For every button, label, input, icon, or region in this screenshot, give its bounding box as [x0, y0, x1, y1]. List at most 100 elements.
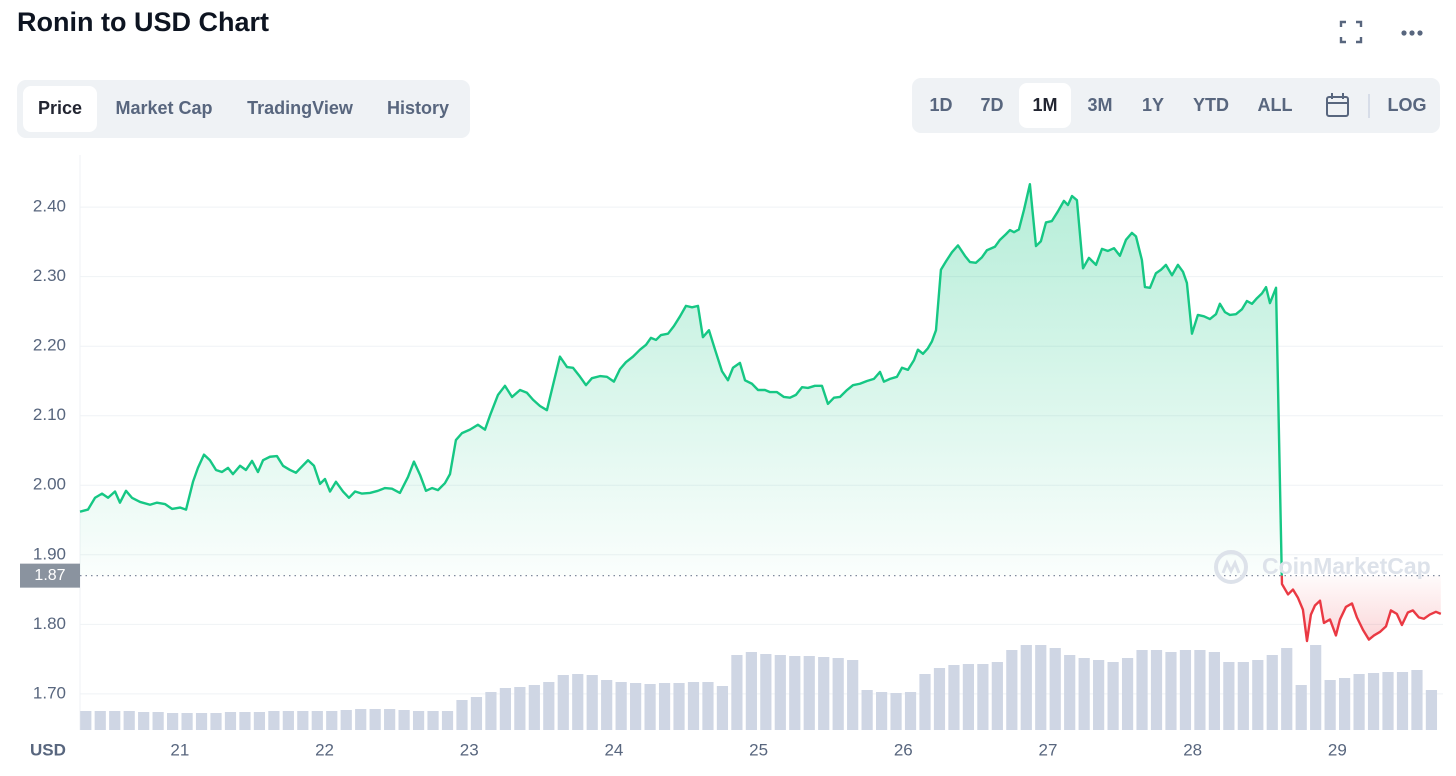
volume-bar [485, 692, 497, 730]
volume-bar [774, 655, 786, 730]
volume-bar [1382, 672, 1394, 730]
range-button[interactable]: 1D [929, 95, 952, 115]
volume-bar [1194, 650, 1206, 730]
volume-bar [731, 655, 743, 730]
x-tick-label: 22 [315, 740, 334, 759]
y-tick-label: 1.90 [33, 544, 66, 563]
chart: 1.70 1.80 1.90 2.00 2.10 2.20 2.30 2.40 21 22 23 24… [20, 183, 1443, 759]
volume-bar [832, 658, 844, 730]
volume-bar [919, 674, 931, 730]
y-tick-label: 2.10 [33, 405, 66, 424]
volume-bar [1324, 680, 1336, 730]
volume-bar [702, 682, 714, 730]
volume-bar [528, 685, 540, 730]
volume-bar [138, 712, 150, 730]
volume-bar [384, 709, 396, 730]
volume-bar [1237, 662, 1249, 730]
volume-bar [890, 693, 902, 730]
volume-bar [1367, 673, 1380, 730]
volume-bar [644, 684, 656, 730]
tabs: Price Market Cap TradingView History [23, 86, 449, 132]
volume-bar [1425, 690, 1438, 730]
range-button[interactable]: 1M [1032, 95, 1057, 115]
volume-bar [1310, 645, 1322, 730]
tab[interactable]: History [387, 98, 449, 118]
volume-bar [601, 680, 613, 730]
volume-bar [673, 683, 685, 730]
tab-bar [17, 80, 470, 138]
volume-bar [210, 713, 222, 730]
log-button[interactable]: LOG [1388, 95, 1427, 115]
tab[interactable]: Market Cap [115, 98, 212, 118]
volume-bar [1064, 655, 1076, 730]
volume-bar [557, 675, 569, 730]
volume-bar [745, 652, 757, 730]
x-tick-label: 27 [1039, 740, 1058, 759]
volume-bar [630, 683, 642, 730]
volume-bar [1035, 645, 1047, 730]
volume-bar [586, 675, 598, 730]
volume-bar [1006, 650, 1018, 730]
y-tick-label: 2.00 [33, 475, 66, 494]
range-button[interactable]: ALL [1258, 95, 1293, 115]
volume-bar [1093, 660, 1105, 730]
volume-bar [499, 688, 511, 730]
volume-bar [1266, 655, 1278, 730]
volume-bar [875, 692, 888, 730]
volume-bar [1179, 650, 1192, 730]
volume-bar [456, 700, 468, 730]
volume-bar [355, 709, 367, 730]
y-tick-label: 1.70 [33, 683, 66, 702]
volume-bar [1339, 678, 1351, 730]
volume-bar [224, 712, 237, 730]
range-button[interactable]: 7D [980, 95, 1003, 115]
tab[interactable]: Price [38, 98, 82, 118]
volume-bar [1252, 660, 1264, 730]
y-tick-label: 2.30 [33, 266, 66, 285]
volume-bar [195, 713, 208, 730]
volume-bar [369, 709, 381, 730]
volume-bar [412, 711, 425, 730]
volume-bar [1295, 685, 1307, 730]
volume-bar [152, 712, 164, 730]
volume-bar [760, 654, 772, 730]
volume-bar [615, 682, 627, 730]
more-button[interactable] [1401, 30, 1423, 36]
volume-bar [687, 682, 700, 730]
volume-bar [1078, 658, 1090, 730]
area-up [80, 184, 1282, 576]
volume-bar [933, 668, 946, 730]
ranges: 1D 7D 1M 3M 1Y YTD ALL [929, 83, 1293, 128]
volume-bar [311, 711, 323, 730]
volume-bar [658, 683, 671, 730]
range-button[interactable]: 3M [1087, 95, 1112, 115]
range-button[interactable]: 1Y [1142, 95, 1164, 115]
volume-bar [109, 711, 121, 730]
calendar-button[interactable] [1326, 93, 1349, 117]
volume-bar [861, 690, 873, 730]
range-active-bg [1019, 83, 1071, 128]
price-line-up [79, 183, 1283, 576]
tab[interactable]: TradingView [247, 98, 354, 118]
volume-bar [991, 662, 1003, 730]
volume-bar [123, 711, 135, 730]
volume-bar [716, 686, 729, 730]
volume-bar [398, 710, 410, 730]
x-tick-label: 29 [1328, 740, 1347, 759]
volume-bar [80, 711, 92, 730]
x-tick-label: 28 [1183, 740, 1202, 759]
fullscreen-button[interactable] [1339, 20, 1363, 44]
x-tick-label: 23 [460, 740, 479, 759]
range-button[interactable]: YTD [1193, 95, 1229, 115]
volume-bar [326, 711, 338, 730]
volume-bar [1121, 658, 1134, 730]
x-tick-label: 25 [749, 740, 768, 759]
volume-bar [904, 692, 917, 730]
volume-bar [1396, 672, 1409, 730]
volume-bar [789, 656, 801, 730]
area-down [80, 575, 1441, 641]
volume-bar [962, 664, 975, 730]
volume-bar [1165, 652, 1177, 730]
x-tick-label: 21 [170, 740, 189, 759]
